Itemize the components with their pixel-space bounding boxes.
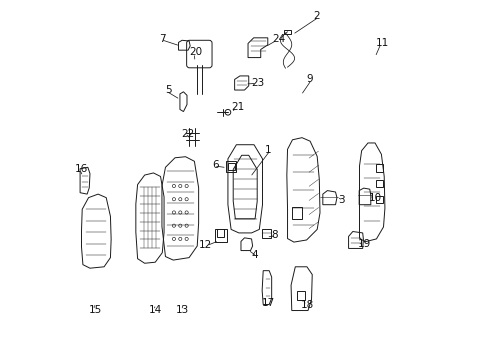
Text: 19: 19 (357, 239, 370, 249)
Text: 8: 8 (270, 230, 277, 240)
Text: 14: 14 (148, 305, 162, 315)
Text: 6: 6 (212, 160, 219, 170)
Text: 4: 4 (251, 251, 258, 260)
Text: 24: 24 (271, 34, 285, 44)
Bar (217, 229, 224, 237)
Text: 11: 11 (375, 38, 388, 48)
Bar (227, 163, 234, 170)
Bar (375, 180, 382, 188)
Bar (296, 291, 305, 300)
Text: 5: 5 (164, 85, 171, 95)
Bar (375, 165, 382, 172)
Text: 2: 2 (313, 11, 320, 21)
Bar (261, 229, 270, 238)
Text: 1: 1 (264, 145, 271, 154)
Bar (284, 30, 290, 34)
Bar (225, 161, 236, 172)
Text: 7: 7 (159, 34, 166, 44)
Text: 21: 21 (231, 102, 244, 112)
Text: 12: 12 (199, 240, 212, 250)
Text: 17: 17 (261, 298, 274, 308)
Text: 3: 3 (337, 195, 344, 205)
Bar (214, 229, 226, 242)
Bar (292, 207, 302, 219)
Text: 10: 10 (368, 193, 381, 203)
Text: 20: 20 (188, 47, 202, 57)
Text: 9: 9 (305, 74, 312, 84)
Text: 18: 18 (300, 300, 314, 310)
Text: 15: 15 (88, 305, 102, 315)
Text: 13: 13 (176, 305, 189, 315)
Text: 23: 23 (251, 77, 264, 87)
Text: 16: 16 (74, 164, 87, 174)
Bar (375, 195, 382, 203)
Text: 22: 22 (182, 130, 195, 139)
